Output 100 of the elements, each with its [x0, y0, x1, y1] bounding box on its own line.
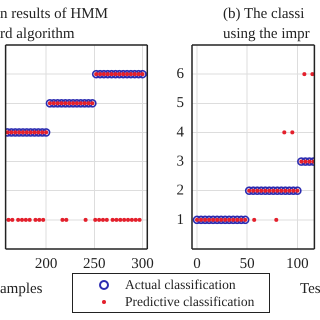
point: [110, 218, 115, 222]
point: [220, 216, 230, 224]
point: [103, 70, 112, 78]
point: [68, 98, 78, 108]
point: [64, 98, 74, 108]
point: [248, 186, 258, 196]
point: [134, 218, 138, 222]
point: [200, 216, 210, 224]
point: [240, 216, 250, 224]
point: [281, 186, 290, 196]
x-tick-label: 0: [193, 256, 201, 272]
point: [24, 218, 28, 222]
x-tick-label: 200: [34, 256, 58, 272]
point: [134, 70, 143, 78]
x-tick-label: 100: [286, 256, 309, 272]
x-tick-label: 300: [131, 256, 154, 272]
legend-label: Predictive classification: [125, 294, 254, 310]
point: [272, 186, 282, 196]
point: [7, 128, 16, 137]
chart-title: (b) The classi using the impr: [223, 5, 310, 44]
point: [26, 128, 35, 137]
point: [252, 218, 256, 222]
point: [22, 128, 32, 137]
point: [274, 218, 278, 222]
point: [57, 98, 66, 108]
point: [100, 70, 108, 78]
point: [212, 216, 222, 224]
point: [111, 70, 120, 78]
y-tick-label: 3: [176, 154, 184, 170]
point: [192, 216, 202, 224]
point: [42, 128, 50, 137]
point: [96, 70, 104, 78]
point: [276, 186, 286, 196]
point: [84, 98, 93, 108]
y-tick-label: 6: [176, 66, 184, 82]
point: [290, 130, 294, 134]
point: [236, 216, 246, 224]
point: [84, 218, 88, 222]
point: [301, 157, 310, 166]
point: [122, 218, 126, 222]
point: [64, 218, 68, 222]
point: [118, 218, 122, 222]
chart-title: n results of HMM rd algorithm: [0, 5, 108, 44]
point: [100, 218, 105, 222]
point: [53, 98, 62, 108]
point: [126, 70, 136, 78]
y-tick-label: 2: [176, 182, 184, 199]
point: [289, 186, 298, 196]
point: [138, 70, 147, 78]
point: [264, 186, 274, 196]
point: [138, 218, 142, 222]
point: [204, 216, 214, 224]
point: [122, 70, 132, 78]
y-tick-label: 5: [176, 95, 184, 112]
point: [104, 218, 109, 222]
point: [297, 157, 306, 166]
point: [61, 98, 70, 108]
point: [196, 216, 206, 224]
point: [130, 70, 140, 78]
point: [10, 218, 14, 222]
point: [93, 218, 98, 222]
point: [46, 98, 54, 108]
legend-label: Actual classification: [125, 276, 236, 292]
point: [232, 216, 242, 224]
point: [208, 216, 218, 224]
point: [33, 218, 38, 222]
point: [6, 218, 10, 222]
point: [130, 218, 134, 222]
point: [34, 128, 43, 137]
point: [293, 186, 302, 196]
point: [126, 218, 130, 222]
point: [49, 98, 58, 108]
point: [305, 157, 314, 166]
point: [92, 70, 101, 78]
point: [282, 130, 286, 134]
point: [224, 216, 234, 224]
point: [260, 186, 270, 196]
point: [256, 186, 266, 196]
point: [37, 218, 42, 222]
point: [20, 218, 24, 222]
point: [115, 70, 124, 78]
point: [60, 218, 64, 222]
point: [216, 216, 226, 224]
point: [28, 218, 32, 222]
point: [72, 98, 82, 108]
point: [30, 128, 39, 137]
point: [16, 218, 20, 222]
x-axis-title: amples: [0, 280, 42, 299]
point: [302, 72, 306, 76]
y-tick-label: 1: [176, 212, 184, 228]
point: [285, 186, 294, 196]
point: [118, 70, 128, 78]
point: [88, 98, 97, 108]
point: [268, 186, 278, 196]
point: [10, 128, 20, 137]
point: [228, 216, 238, 224]
x-tick-label: 50: [240, 256, 255, 272]
point: [76, 98, 86, 108]
point: [114, 218, 118, 222]
point: [244, 186, 254, 196]
